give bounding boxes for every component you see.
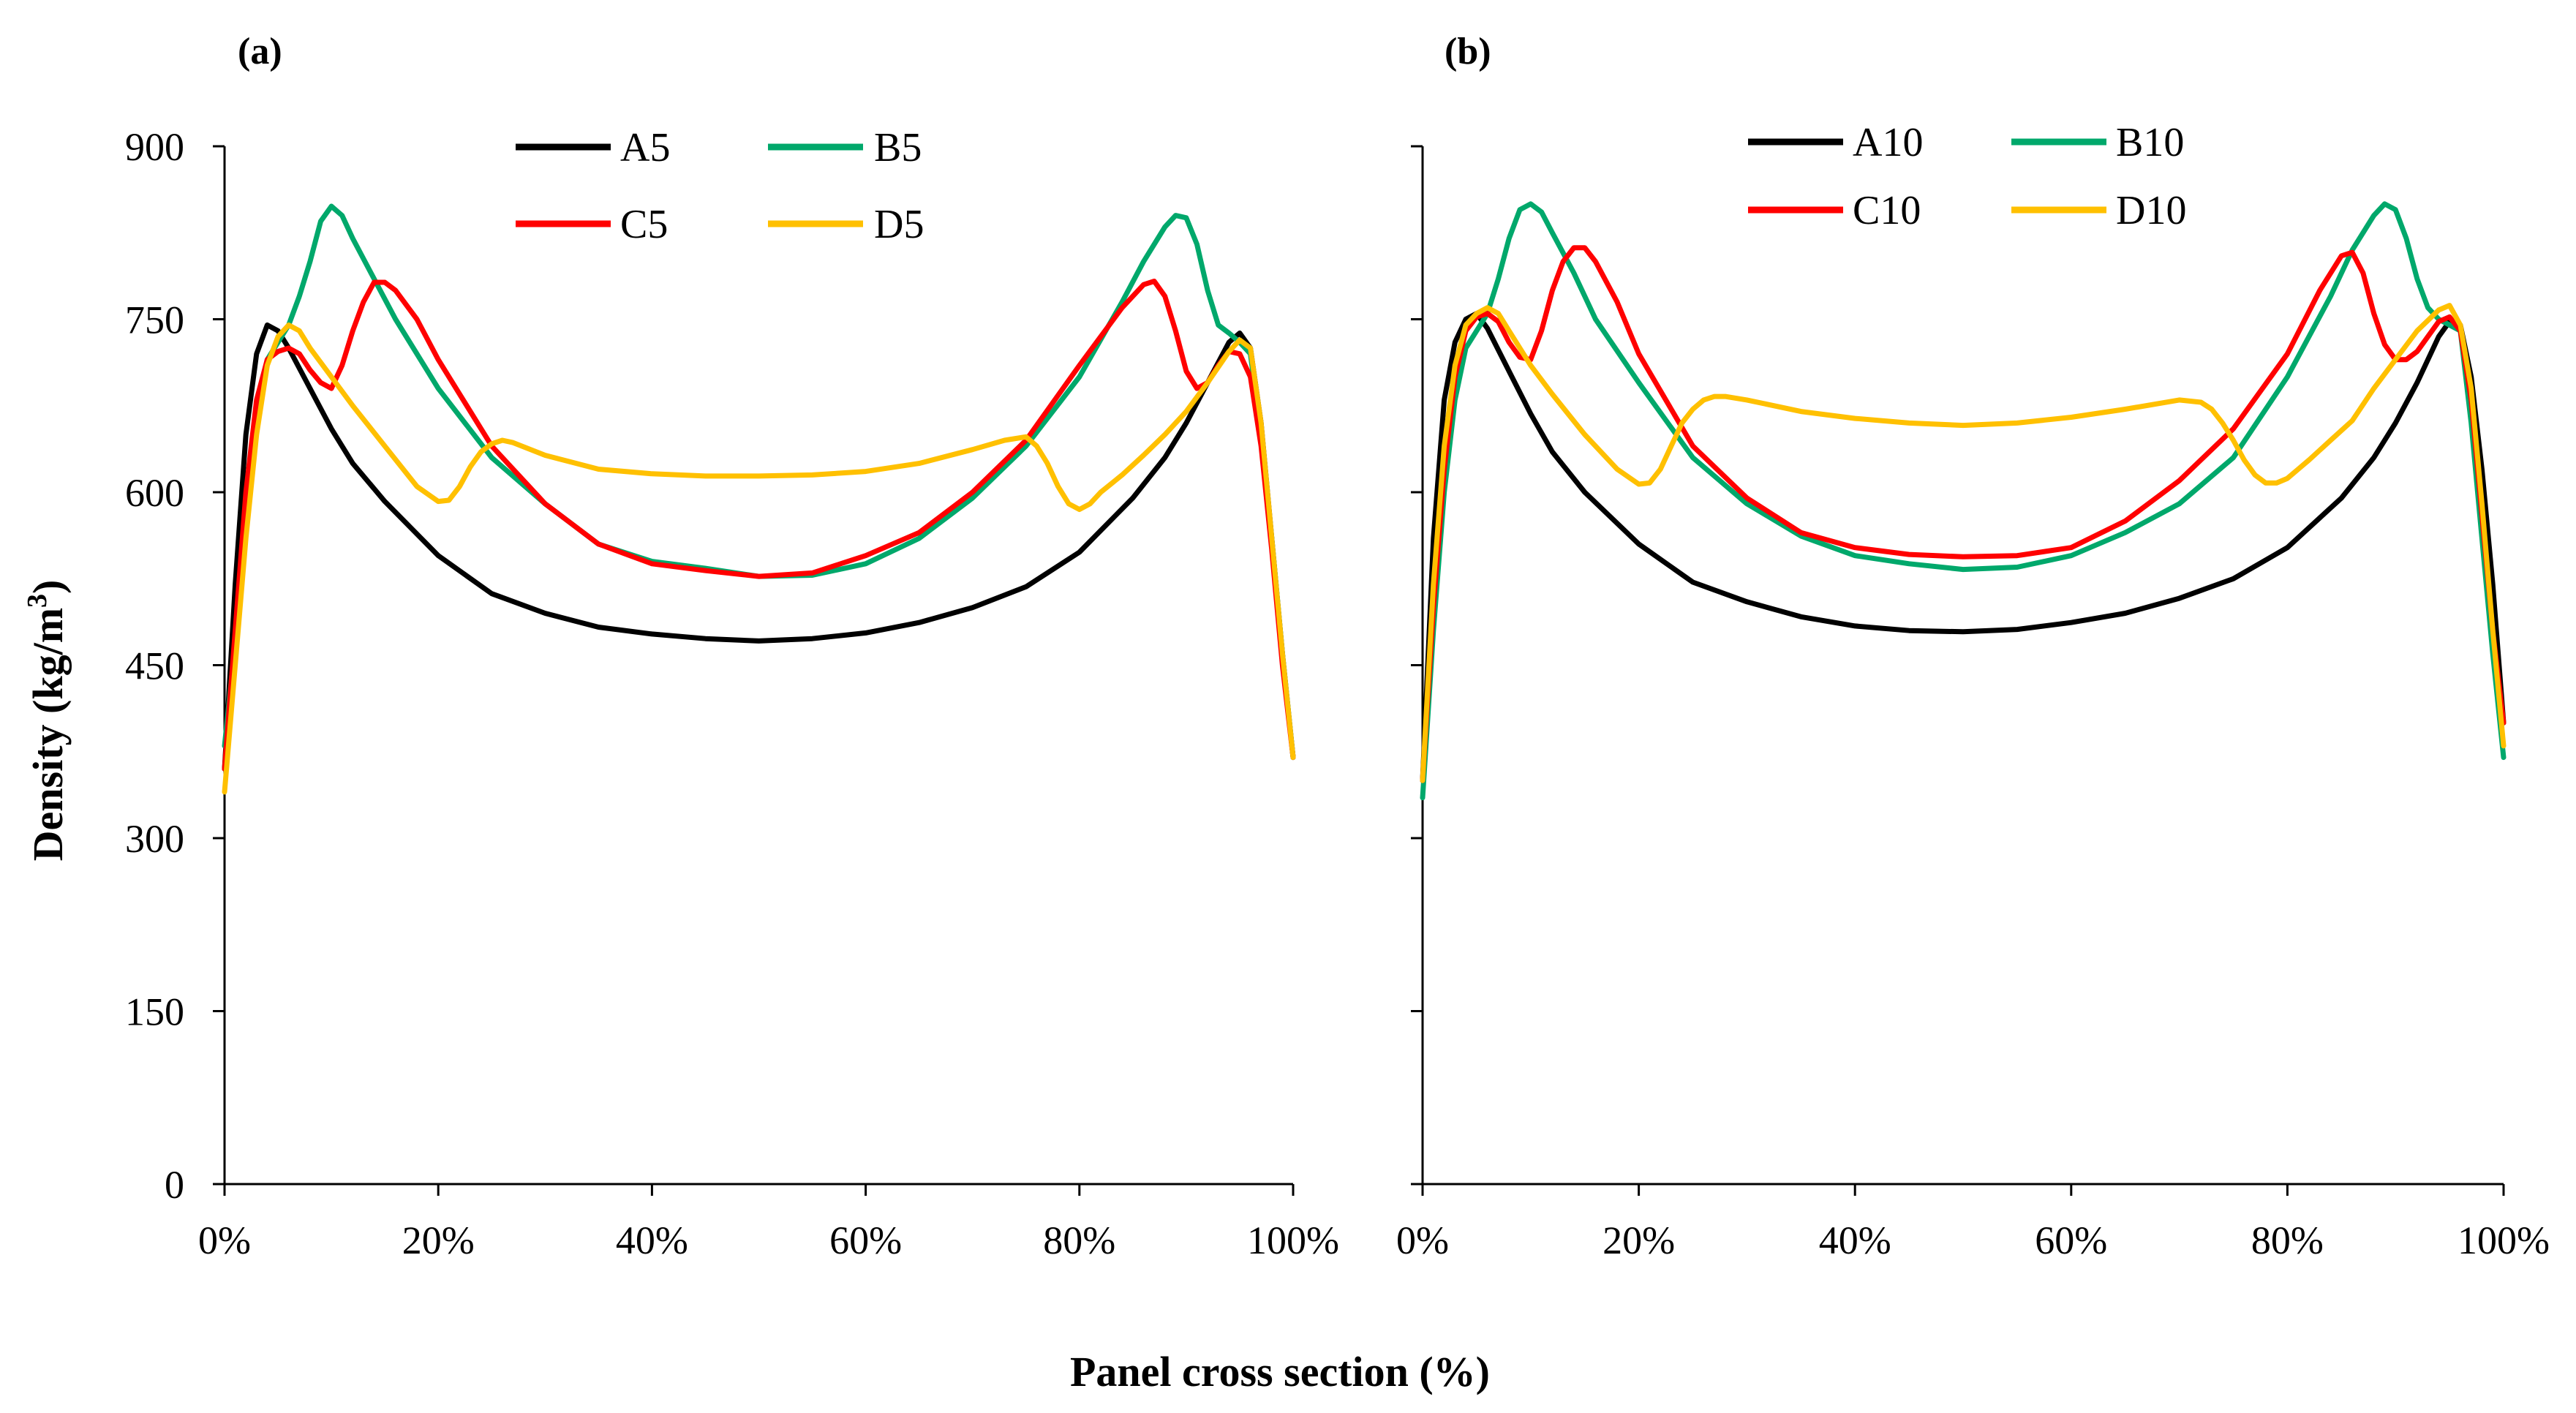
legend-label-c10: C10 bbox=[1853, 188, 1921, 233]
y-axis-title-close: ) bbox=[24, 580, 72, 594]
panel-b-x-tick-label: 20% bbox=[1603, 1218, 1675, 1262]
legend-label-a10: A10 bbox=[1853, 120, 1923, 165]
panel-a-y-tick-label: 450 bbox=[125, 644, 184, 688]
panel-b-x-tick-label: 40% bbox=[1819, 1218, 1891, 1262]
x-axis-title: Panel cross section (%) bbox=[1070, 1348, 1490, 1395]
panel-a-y-tick-label: 0 bbox=[165, 1163, 184, 1207]
panel-a-y-tick-label: 150 bbox=[125, 990, 184, 1034]
panel-a-x-tick-label: 0% bbox=[198, 1218, 251, 1262]
panel-a-label: (a) bbox=[238, 31, 282, 72]
legend-label-b10: B10 bbox=[2116, 120, 2184, 165]
panel-b-label: (b) bbox=[1445, 31, 1491, 72]
panel-a-x-tick-label: 60% bbox=[829, 1218, 902, 1262]
panel-a-x-tick-label: 20% bbox=[402, 1218, 475, 1262]
panel-b-axes bbox=[1411, 145, 2505, 1196]
panel-a-y-tick-label: 750 bbox=[125, 298, 184, 342]
panel-b-series bbox=[1420, 201, 2507, 801]
panel-b-chart: (b) A10 B10 C10 D10 0% 20% 40% 60% 80% 100% bbox=[1396, 31, 2550, 1262]
panel-a-x-tick-label: 40% bbox=[616, 1218, 688, 1262]
panel-a-x-tick-labels: 0% 20% 40% 60% 80% 100% bbox=[198, 1218, 1339, 1262]
panel-a-y-tick-label: 600 bbox=[125, 471, 184, 515]
series-line-d10 bbox=[1420, 303, 2507, 783]
panel-b-x-tick-label: 0% bbox=[1396, 1218, 1449, 1262]
panel-a-y-tick-labels: 0 150 300 450 600 750 900 bbox=[125, 125, 184, 1207]
y-axis-title-main: Density (kg/m bbox=[24, 608, 72, 861]
panel-b-legend: A10 B10 C10 D10 bbox=[1748, 120, 2186, 233]
legend-label-c5: C5 bbox=[620, 202, 668, 247]
y-axis-title: Density (kg/m3) bbox=[22, 580, 72, 862]
panel-a-y-tick-label: 300 bbox=[125, 817, 184, 861]
panel-a-x-tick-label: 100% bbox=[1247, 1218, 1339, 1262]
legend-label-b5: B5 bbox=[874, 125, 922, 170]
y-axis-title-superscript: 3 bbox=[22, 594, 53, 608]
legend-label-a5: A5 bbox=[620, 125, 670, 170]
series-line-b5 bbox=[222, 203, 1296, 761]
legend-label-d5: D5 bbox=[874, 202, 924, 247]
panel-a-chart: (a) A5 B5 C5 D5 0 150 300 450 600 750 900 0% 20… bbox=[125, 31, 1339, 1262]
series-line-d5 bbox=[222, 322, 1296, 795]
series-line-b10 bbox=[1420, 201, 2507, 801]
panel-a-legend: A5 B5 C5 D5 bbox=[516, 125, 924, 247]
legend-label-d10: D10 bbox=[2116, 188, 2186, 233]
panel-b-x-tick-label: 100% bbox=[2458, 1218, 2550, 1262]
panel-a-axes bbox=[213, 145, 1295, 1196]
series-line-c5 bbox=[222, 279, 1296, 772]
panel-b-x-tick-label: 80% bbox=[2251, 1218, 2324, 1262]
panel-b-x-tick-label: 60% bbox=[2035, 1218, 2107, 1262]
panel-a-x-tick-label: 80% bbox=[1043, 1218, 1115, 1262]
panel-b-x-tick-labels: 0% 20% 40% 60% 80% 100% bbox=[1396, 1218, 2550, 1262]
series-line-a5 bbox=[222, 322, 1296, 772]
series-line-c10 bbox=[1420, 245, 2507, 783]
panel-a-y-tick-label: 900 bbox=[125, 125, 184, 169]
series-line-a10 bbox=[1420, 311, 2507, 783]
panel-a-series bbox=[222, 203, 1296, 795]
